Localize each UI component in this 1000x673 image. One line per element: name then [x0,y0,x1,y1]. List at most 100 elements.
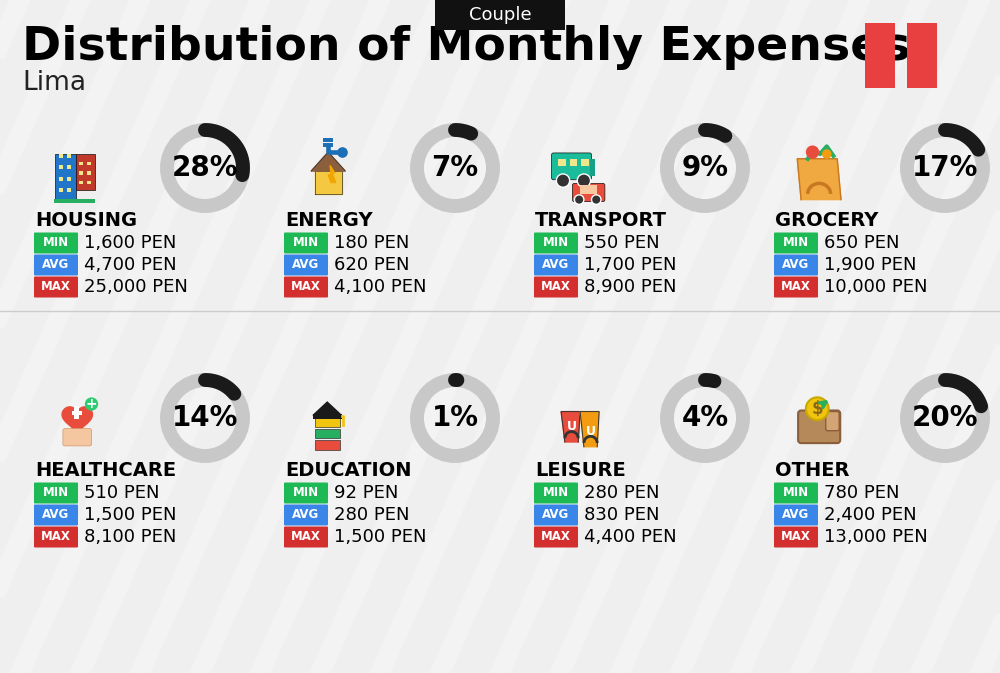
Text: MIN: MIN [293,487,319,499]
FancyBboxPatch shape [284,254,328,275]
Text: 13,000 PEN: 13,000 PEN [824,528,928,546]
FancyBboxPatch shape [76,154,95,190]
Text: 550 PEN: 550 PEN [584,234,660,252]
Text: MAX: MAX [781,530,811,544]
FancyBboxPatch shape [34,254,78,275]
FancyBboxPatch shape [59,177,63,180]
Text: AVG: AVG [542,258,570,271]
Text: 92 PEN: 92 PEN [334,484,398,502]
Text: GROCERY: GROCERY [775,211,878,229]
Text: MIN: MIN [43,236,69,250]
Text: AVG: AVG [782,509,810,522]
FancyBboxPatch shape [284,505,328,526]
FancyBboxPatch shape [67,177,71,180]
FancyBboxPatch shape [34,526,78,548]
FancyBboxPatch shape [774,277,818,297]
FancyBboxPatch shape [581,159,589,166]
FancyBboxPatch shape [774,526,818,548]
Text: AVG: AVG [292,258,320,271]
Text: 4,100 PEN: 4,100 PEN [334,278,426,296]
FancyBboxPatch shape [534,526,578,548]
Text: 510 PEN: 510 PEN [84,484,160,502]
Text: 4%: 4% [681,404,729,432]
Text: $: $ [811,400,823,418]
FancyBboxPatch shape [87,180,91,184]
Text: 1,700 PEN: 1,700 PEN [584,256,676,274]
Text: 1,500 PEN: 1,500 PEN [84,506,176,524]
Text: HOUSING: HOUSING [35,211,137,229]
FancyBboxPatch shape [59,188,63,192]
FancyBboxPatch shape [67,166,71,169]
Text: AVG: AVG [42,258,70,271]
FancyBboxPatch shape [79,162,83,166]
Text: +: + [86,397,97,411]
FancyBboxPatch shape [315,417,340,427]
Text: 10,000 PEN: 10,000 PEN [824,278,928,296]
Text: AVG: AVG [292,509,320,522]
FancyBboxPatch shape [313,413,342,419]
Circle shape [822,149,832,159]
Text: Couple: Couple [469,6,531,24]
Text: 4,400 PEN: 4,400 PEN [584,528,677,546]
Text: 1%: 1% [432,404,479,432]
FancyBboxPatch shape [534,483,578,503]
Circle shape [806,397,829,420]
Text: 2,400 PEN: 2,400 PEN [824,506,917,524]
Text: 1,900 PEN: 1,900 PEN [824,256,916,274]
FancyBboxPatch shape [552,153,592,180]
Polygon shape [797,159,841,200]
FancyBboxPatch shape [865,22,895,87]
FancyBboxPatch shape [435,0,565,30]
Text: MIN: MIN [293,236,319,250]
Text: MAX: MAX [291,530,321,544]
Text: 1,500 PEN: 1,500 PEN [334,528,426,546]
FancyBboxPatch shape [79,180,83,184]
Text: 20%: 20% [912,404,978,432]
Text: U: U [586,425,596,438]
FancyBboxPatch shape [87,162,91,166]
FancyBboxPatch shape [284,232,328,254]
FancyBboxPatch shape [534,277,578,297]
Text: 650 PEN: 650 PEN [824,234,900,252]
Text: 830 PEN: 830 PEN [584,506,660,524]
FancyBboxPatch shape [284,483,328,503]
Text: 25,000 PEN: 25,000 PEN [84,278,188,296]
FancyBboxPatch shape [63,429,92,446]
Circle shape [577,174,591,187]
Text: MIN: MIN [43,487,69,499]
Circle shape [85,397,98,411]
FancyBboxPatch shape [59,166,63,169]
Text: AVG: AVG [782,258,810,271]
FancyBboxPatch shape [284,277,328,297]
Text: AVG: AVG [542,509,570,522]
Text: U: U [567,421,577,433]
Text: 28%: 28% [172,154,238,182]
FancyBboxPatch shape [572,183,605,202]
Text: MAX: MAX [291,281,321,293]
Text: 8,900 PEN: 8,900 PEN [584,278,676,296]
FancyBboxPatch shape [74,406,79,419]
Text: 280 PEN: 280 PEN [584,484,660,502]
Text: OTHER: OTHER [775,460,850,479]
Circle shape [574,195,584,205]
FancyBboxPatch shape [67,188,71,192]
Circle shape [556,174,570,187]
Polygon shape [561,412,580,442]
FancyBboxPatch shape [907,22,937,87]
FancyBboxPatch shape [315,429,340,438]
Text: 280 PEN: 280 PEN [334,506,410,524]
Text: Distribution of Monthly Expenses: Distribution of Monthly Expenses [22,26,910,71]
Text: 180 PEN: 180 PEN [334,234,409,252]
Polygon shape [311,152,345,171]
Circle shape [806,145,819,159]
Polygon shape [315,171,342,194]
Text: HEALTHCARE: HEALTHCARE [35,460,176,479]
FancyBboxPatch shape [534,254,578,275]
Text: 8,100 PEN: 8,100 PEN [84,528,176,546]
FancyBboxPatch shape [774,483,818,503]
Text: ENERGY: ENERGY [285,211,373,229]
FancyBboxPatch shape [315,440,340,450]
FancyBboxPatch shape [580,185,597,194]
Text: MAX: MAX [541,281,571,293]
FancyBboxPatch shape [87,171,91,175]
